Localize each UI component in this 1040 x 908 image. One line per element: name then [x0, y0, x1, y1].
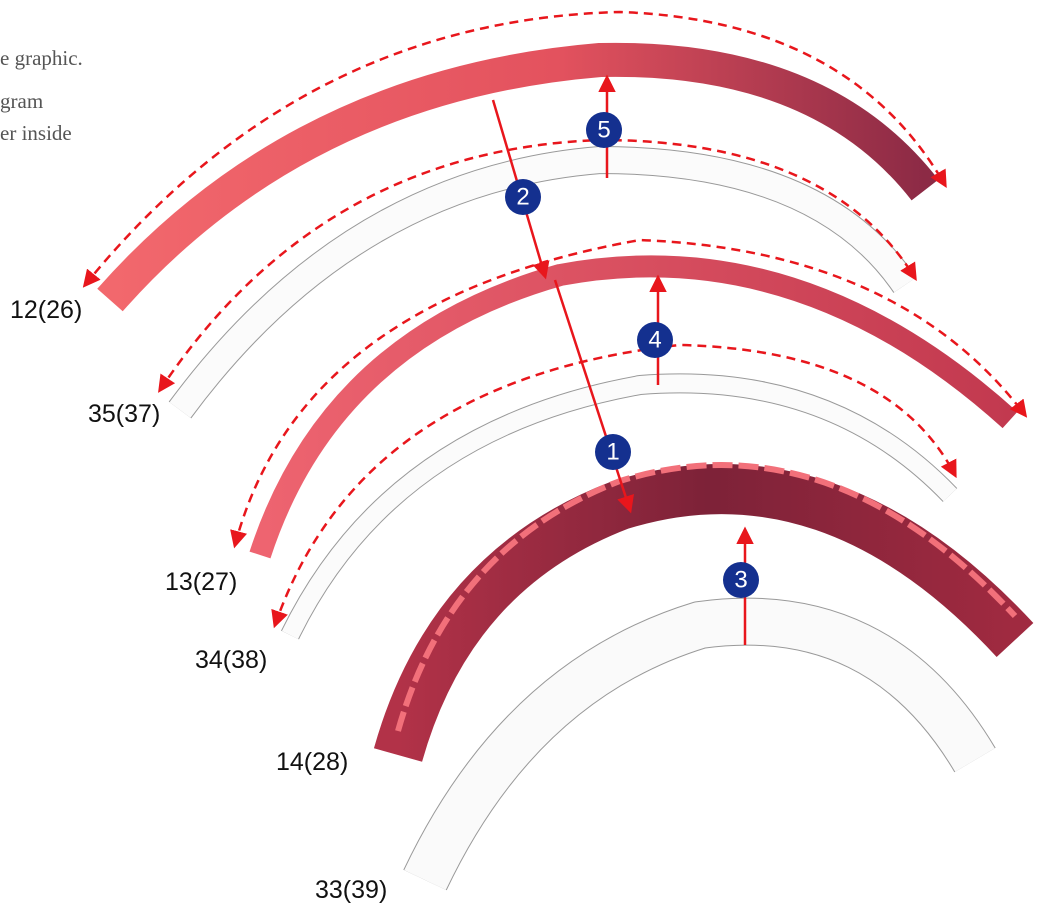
part-label: 13(27) [165, 568, 237, 596]
part-label: 14(28) [276, 748, 348, 776]
part-label: 35(37) [88, 400, 160, 428]
part-label: 12(26) [10, 296, 82, 324]
intro-text: e graphic. [0, 46, 83, 70]
intro-text: gram [0, 89, 43, 113]
step-number: 3 [734, 567, 747, 594]
part-label: 34(38) [195, 646, 267, 674]
step-number: 1 [606, 439, 619, 466]
step-badges: 1 2 3 4 5 [505, 112, 759, 598]
part-label: 33(39) [315, 876, 387, 904]
step-number: 5 [597, 117, 610, 144]
step-number: 2 [516, 184, 529, 211]
intro-text: er inside [0, 121, 72, 145]
step-number: 4 [648, 327, 661, 354]
piece-shapes [97, 42, 1034, 891]
